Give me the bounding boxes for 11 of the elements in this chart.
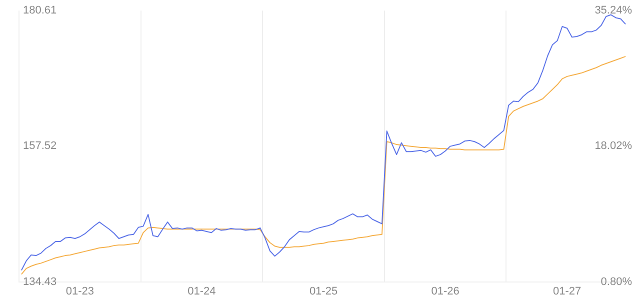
y2-tick-label: 35.24% [594, 4, 632, 17]
x-tick-label: 01-24 [188, 285, 216, 298]
x-tick-label: 01-26 [431, 285, 460, 298]
y2-tick-label: 0.80% [600, 276, 632, 288]
x-tick-label: 01-25 [309, 285, 338, 298]
y2-tick-label: 18.02% [594, 140, 632, 152]
y-tick-label: 157.52 [23, 140, 57, 152]
x-tick-label: 01-23 [66, 285, 94, 298]
x-tick-label: 01-27 [553, 285, 582, 298]
y-tick-label: 134.43 [23, 276, 57, 288]
y-tick-label: 180.61 [23, 4, 57, 17]
